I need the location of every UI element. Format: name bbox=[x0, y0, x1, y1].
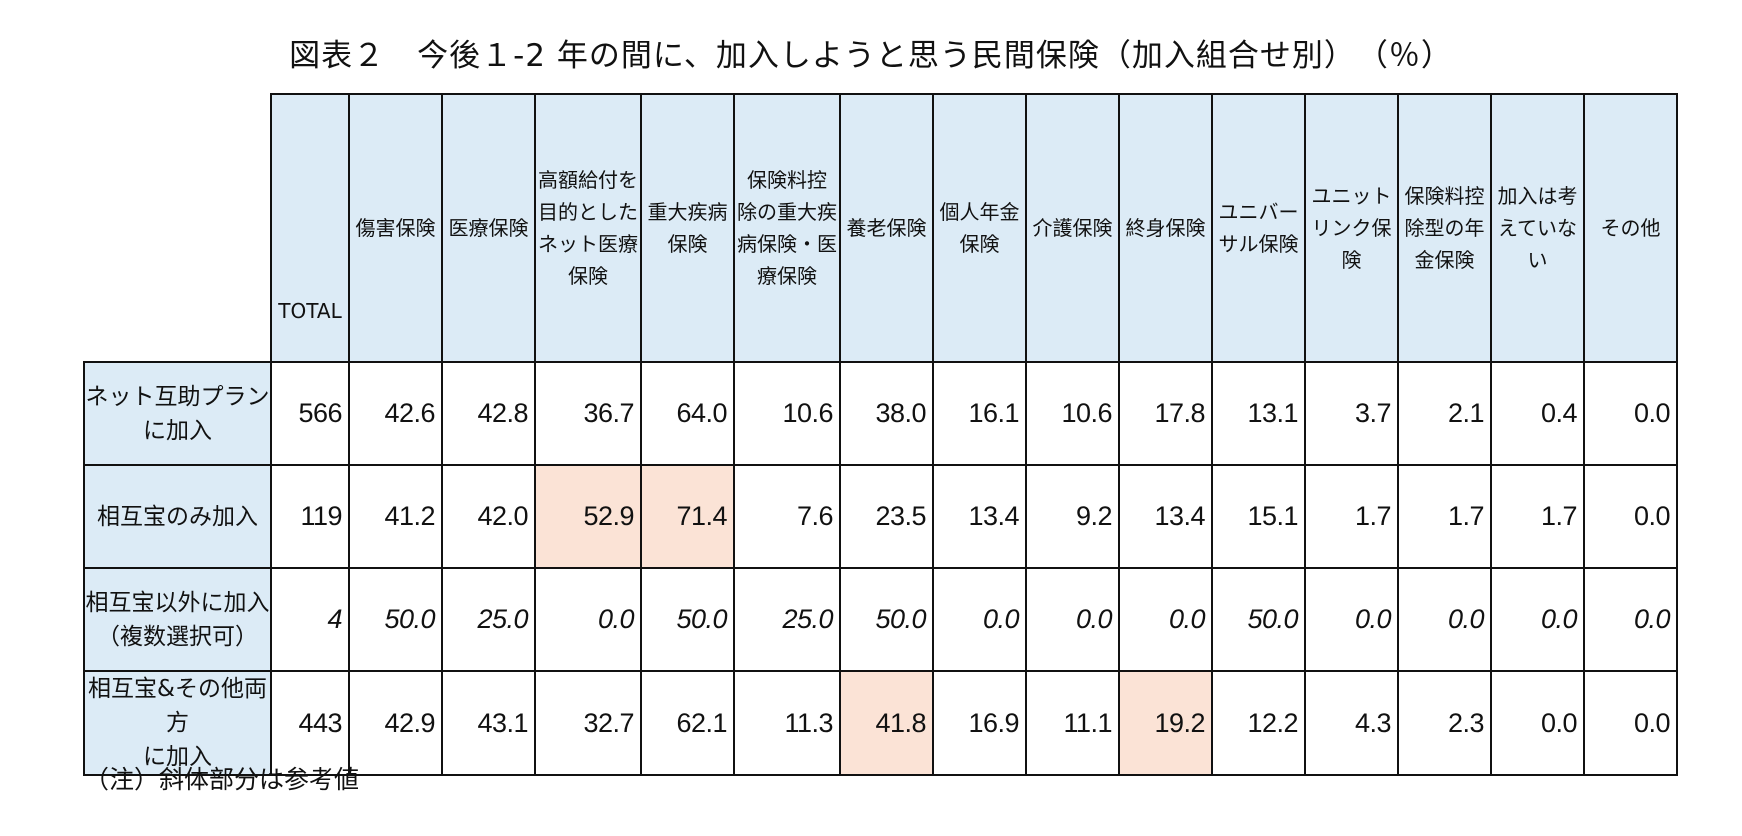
column-header: 保険料控 除の重大疾 病保険・医 療保険 bbox=[733, 93, 841, 363]
value-cell: 9.2 bbox=[1025, 464, 1120, 569]
column-header: 傷害保険 bbox=[348, 93, 443, 363]
column-header: 保険料控 除型の年 金保険 bbox=[1397, 93, 1492, 363]
value-cell: 0.0 bbox=[1490, 670, 1585, 776]
table-row: 相互宝&その他両方 に加入 443 42.9 43.1 32.7 62.1 11.3 41.8… bbox=[83, 670, 1678, 776]
value-cell: 443 bbox=[270, 670, 350, 776]
value-cell: 0.0 bbox=[1304, 567, 1399, 672]
value-cell: 71.4 bbox=[640, 464, 735, 569]
table-row: 相互宝のみ加入 119 41.2 42.0 52.9 71.4 7.6 23.5 13.4 9.2… bbox=[83, 464, 1678, 569]
value-cell: 42.9 bbox=[348, 670, 443, 776]
column-header: 個人年金 保険 bbox=[932, 93, 1027, 363]
column-header: その他 bbox=[1583, 93, 1678, 363]
value-cell: 16.9 bbox=[932, 670, 1027, 776]
value-cell: 0.0 bbox=[1583, 567, 1678, 672]
value-cell: 15.1 bbox=[1211, 464, 1306, 569]
table-row: 相互宝以外に加入 （複数選択可） 4 50.0 25.0 0.0 50.0 25.0 50.0… bbox=[83, 567, 1678, 672]
value-cell: 7.6 bbox=[733, 464, 841, 569]
column-header: 終身保険 bbox=[1118, 93, 1213, 363]
row-label: 相互宝&その他両方 に加入 bbox=[83, 670, 272, 776]
value-cell: 4 bbox=[270, 567, 350, 672]
chart-title: 図表２ 今後１-2 年の間に、加入しようと思う民間保険（加入組合せ別） （％） bbox=[289, 38, 1453, 74]
value-cell: 17.8 bbox=[1118, 361, 1213, 466]
value-cell: 11.3 bbox=[733, 670, 841, 776]
row-label: ネット互助プラン に加入 bbox=[83, 361, 272, 466]
value-cell: 0.0 bbox=[1583, 464, 1678, 569]
value-cell: 10.6 bbox=[733, 361, 841, 466]
column-header: 介護保険 bbox=[1025, 93, 1120, 363]
column-header: ユニット リンク保険 bbox=[1304, 93, 1399, 363]
value-cell: 50.0 bbox=[640, 567, 735, 672]
value-cell: 119 bbox=[270, 464, 350, 569]
value-cell: 0.0 bbox=[1397, 567, 1492, 672]
column-header: 加入は考 えていない bbox=[1490, 93, 1585, 363]
value-cell: 64.0 bbox=[640, 361, 735, 466]
value-cell: 13.1 bbox=[1211, 361, 1306, 466]
column-header: TOTAL bbox=[270, 93, 350, 363]
value-cell: 0.4 bbox=[1490, 361, 1585, 466]
value-cell: 23.5 bbox=[839, 464, 934, 569]
value-cell: 42.0 bbox=[441, 464, 536, 569]
value-cell: 42.6 bbox=[348, 361, 443, 466]
value-cell: 0.0 bbox=[932, 567, 1027, 672]
value-cell: 566 bbox=[270, 361, 350, 466]
value-cell: 11.1 bbox=[1025, 670, 1120, 776]
value-cell: 13.4 bbox=[1118, 464, 1213, 569]
value-cell: 50.0 bbox=[1211, 567, 1306, 672]
value-cell: 52.9 bbox=[534, 464, 642, 569]
value-cell: 50.0 bbox=[348, 567, 443, 672]
value-cell: 38.0 bbox=[839, 361, 934, 466]
value-cell: 4.3 bbox=[1304, 670, 1399, 776]
value-cell: 41.2 bbox=[348, 464, 443, 569]
value-cell: 62.1 bbox=[640, 670, 735, 776]
column-header: 医療保険 bbox=[441, 93, 536, 363]
row-label: 相互宝以外に加入 （複数選択可） bbox=[83, 567, 272, 672]
value-cell: 16.1 bbox=[932, 361, 1027, 466]
value-cell: 2.3 bbox=[1397, 670, 1492, 776]
column-header: 重大疾病 保険 bbox=[640, 93, 735, 363]
value-cell: 25.0 bbox=[441, 567, 536, 672]
footnote: （注）斜体部分は参考値 bbox=[84, 765, 360, 794]
value-cell: 2.1 bbox=[1397, 361, 1492, 466]
value-cell: 0.0 bbox=[534, 567, 642, 672]
value-cell: 0.0 bbox=[1490, 567, 1585, 672]
value-cell: 13.4 bbox=[932, 464, 1027, 569]
value-cell: 1.7 bbox=[1397, 464, 1492, 569]
value-cell: 32.7 bbox=[534, 670, 642, 776]
value-cell: 19.2 bbox=[1118, 670, 1213, 776]
value-cell: 0.0 bbox=[1583, 361, 1678, 466]
value-cell: 36.7 bbox=[534, 361, 642, 466]
value-cell: 0.0 bbox=[1583, 670, 1678, 776]
table-row: ネット互助プラン に加入 566 42.6 42.8 36.7 64.0 10.6 38.0 1… bbox=[83, 361, 1678, 466]
value-cell: 25.0 bbox=[733, 567, 841, 672]
value-cell: 0.0 bbox=[1025, 567, 1120, 672]
value-cell: 10.6 bbox=[1025, 361, 1120, 466]
value-cell: 1.7 bbox=[1490, 464, 1585, 569]
row-label: 相互宝のみ加入 bbox=[83, 464, 272, 569]
insurance-table: TOTAL 傷害保険 医療保険 高額給付を 目的とした ネット医療 保険 重大疾病 保険… bbox=[83, 93, 1678, 776]
value-cell: 43.1 bbox=[441, 670, 536, 776]
corner-cell bbox=[84, 94, 271, 362]
value-cell: 3.7 bbox=[1304, 361, 1399, 466]
column-header: ユニバー サル保険 bbox=[1211, 93, 1306, 363]
value-cell: 41.8 bbox=[839, 670, 934, 776]
column-header: 高額給付を 目的とした ネット医療 保険 bbox=[534, 93, 642, 363]
column-header: 養老保険 bbox=[839, 93, 934, 363]
value-cell: 12.2 bbox=[1211, 670, 1306, 776]
value-cell: 50.0 bbox=[839, 567, 934, 672]
value-cell: 1.7 bbox=[1304, 464, 1399, 569]
header-row: TOTAL 傷害保険 医療保険 高額給付を 目的とした ネット医療 保険 重大疾病 保険… bbox=[84, 93, 1678, 363]
value-cell: 42.8 bbox=[441, 361, 536, 466]
value-cell: 0.0 bbox=[1118, 567, 1213, 672]
